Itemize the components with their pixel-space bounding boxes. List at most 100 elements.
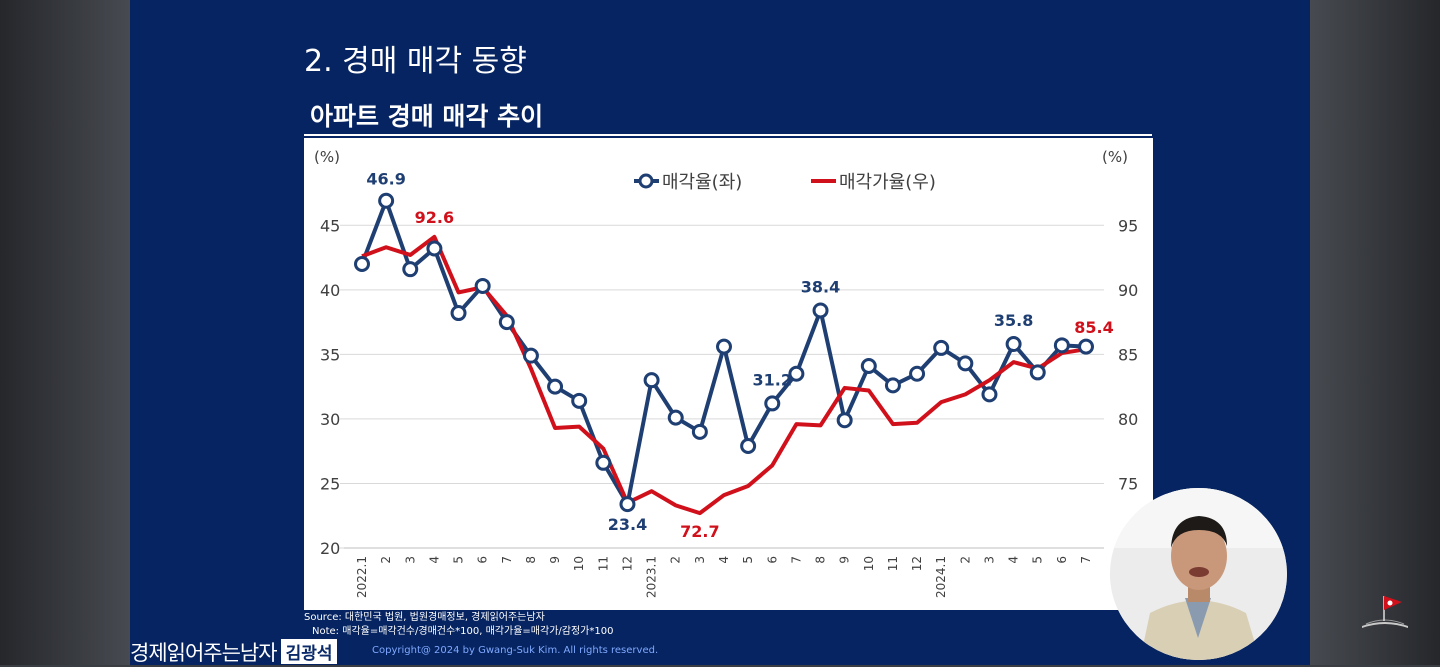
brand-name: 경제읽어주는남자	[130, 640, 278, 665]
data-label: 23.4	[608, 515, 647, 534]
left-tick-label: 25	[320, 474, 340, 493]
x-tick-label: 6	[1055, 556, 1069, 564]
x-tick-label: 7	[1079, 556, 1093, 564]
x-tick-label: 2	[669, 556, 683, 564]
series-point	[402, 261, 419, 278]
brand-person: 김광석	[280, 639, 338, 664]
x-tick-label: 2024.1	[934, 556, 948, 598]
x-tick-label: 12	[620, 556, 634, 571]
data-label: 85.4	[1074, 318, 1113, 337]
series-point	[1078, 338, 1094, 355]
series-point	[884, 377, 901, 394]
series-point	[764, 395, 781, 412]
x-tick-label: 11	[886, 556, 900, 571]
series-point	[426, 240, 443, 257]
slide-heading: 2. 경매 매각 동향	[304, 44, 527, 79]
series-point	[571, 392, 588, 409]
x-tick-label: 10	[862, 556, 876, 571]
series-point	[522, 347, 539, 364]
series-point	[643, 372, 660, 389]
x-tick-label: 5	[452, 556, 466, 564]
series-point	[740, 438, 757, 455]
series-point	[595, 454, 612, 471]
copyright-text: Copyright@ 2024 by Gwang-Suk Kim. All ri…	[372, 645, 659, 656]
series-point	[788, 365, 805, 382]
series-point	[957, 355, 974, 372]
series-point	[498, 314, 515, 331]
right-tick-label: 80	[1118, 410, 1138, 429]
source-notes: Source: 대한민국 법원, 법원경매정보, 경제읽어주는남자 Note: …	[304, 611, 613, 639]
x-tick-label: 7	[500, 556, 514, 564]
data-label: 92.6	[415, 208, 454, 227]
left-tick-label: 40	[320, 281, 340, 300]
left-tick-label: 30	[320, 410, 340, 429]
series-point	[474, 277, 491, 294]
x-tick-label: 3	[693, 556, 707, 564]
x-tick-label: 8	[524, 556, 538, 564]
series-line-1	[361, 234, 1087, 516]
series-point	[1005, 336, 1022, 353]
series-point	[1029, 364, 1046, 381]
data-label: 31.2	[753, 370, 792, 389]
flag-icon	[1362, 596, 1408, 628]
right-backdrop	[1310, 0, 1440, 665]
data-label: 38.4	[801, 277, 840, 296]
x-tick-label: 4	[717, 556, 731, 564]
right-tick-label: 95	[1118, 216, 1138, 235]
x-tick-label: 4	[427, 556, 441, 564]
right-tick-label: 75	[1118, 474, 1138, 493]
series-point	[1053, 337, 1070, 354]
x-tick-label: 8	[814, 556, 828, 564]
x-tick-label: 5	[1031, 556, 1045, 564]
channel-brand: 경제읽어주는남자 김광석	[130, 638, 338, 665]
series-point	[450, 305, 467, 322]
x-tick-label: 3	[403, 556, 417, 564]
series-point	[836, 412, 853, 429]
x-tick-label: 3	[982, 556, 996, 564]
left-backdrop	[0, 0, 130, 665]
x-tick-label: 2022.1	[355, 556, 369, 598]
series-point	[667, 409, 684, 426]
legend-marker-0	[638, 173, 654, 189]
title-underline	[304, 134, 1152, 136]
x-tick-label: 7	[789, 556, 803, 564]
data-label: 72.7	[680, 522, 719, 541]
note-text: Note: 매각율=매각건수/경매건수*100, 매각가율=매각가/감정가*10…	[312, 626, 614, 637]
x-tick-label: 2023.1	[645, 556, 659, 598]
right-tick-label: 90	[1118, 281, 1138, 300]
series-point	[547, 378, 564, 395]
series-point	[933, 339, 950, 356]
series-point	[716, 338, 732, 355]
x-tick-label: 9	[548, 556, 562, 564]
left-axis-unit: (%)	[314, 148, 340, 166]
chart-panel: 45 40 35 30 25 20 95 90 85 80 75 (%) (%) 2022.1 2 3 4 5 6 7…	[304, 138, 1153, 610]
presenter-avatar	[1110, 488, 1287, 660]
left-tick-label: 20	[320, 539, 340, 558]
series-point	[981, 386, 998, 403]
left-tick-label: 35	[320, 345, 340, 364]
x-tick-label: 6	[765, 556, 779, 564]
x-tick-label: 5	[741, 556, 755, 564]
series-point	[812, 302, 829, 319]
person-avatar-icon	[1110, 488, 1287, 660]
data-label: 35.8	[994, 311, 1033, 330]
series-point	[860, 357, 877, 374]
x-tick-label: 9	[838, 556, 852, 564]
series-point	[909, 365, 926, 382]
x-tick-label: 2	[379, 556, 393, 564]
x-tick-label: 12	[910, 556, 924, 571]
x-tick-label: 10	[572, 556, 586, 571]
series-point	[691, 423, 708, 440]
series-point	[378, 192, 395, 209]
source-text: Source: 대한민국 법원, 법원경매정보, 경제읽어주는남자	[304, 612, 545, 623]
right-tick-label: 85	[1118, 345, 1138, 364]
x-tick-label: 6	[476, 556, 490, 564]
legend-label-1: 매각가율(우)	[839, 172, 936, 193]
left-tick-label: 45	[320, 216, 340, 235]
series-point	[619, 496, 636, 513]
chart-title: 아파트 경매 매각 추이	[310, 102, 544, 131]
data-label: 46.9	[366, 170, 405, 189]
series-point	[354, 256, 370, 272]
x-tick-label: 4	[1007, 556, 1021, 564]
